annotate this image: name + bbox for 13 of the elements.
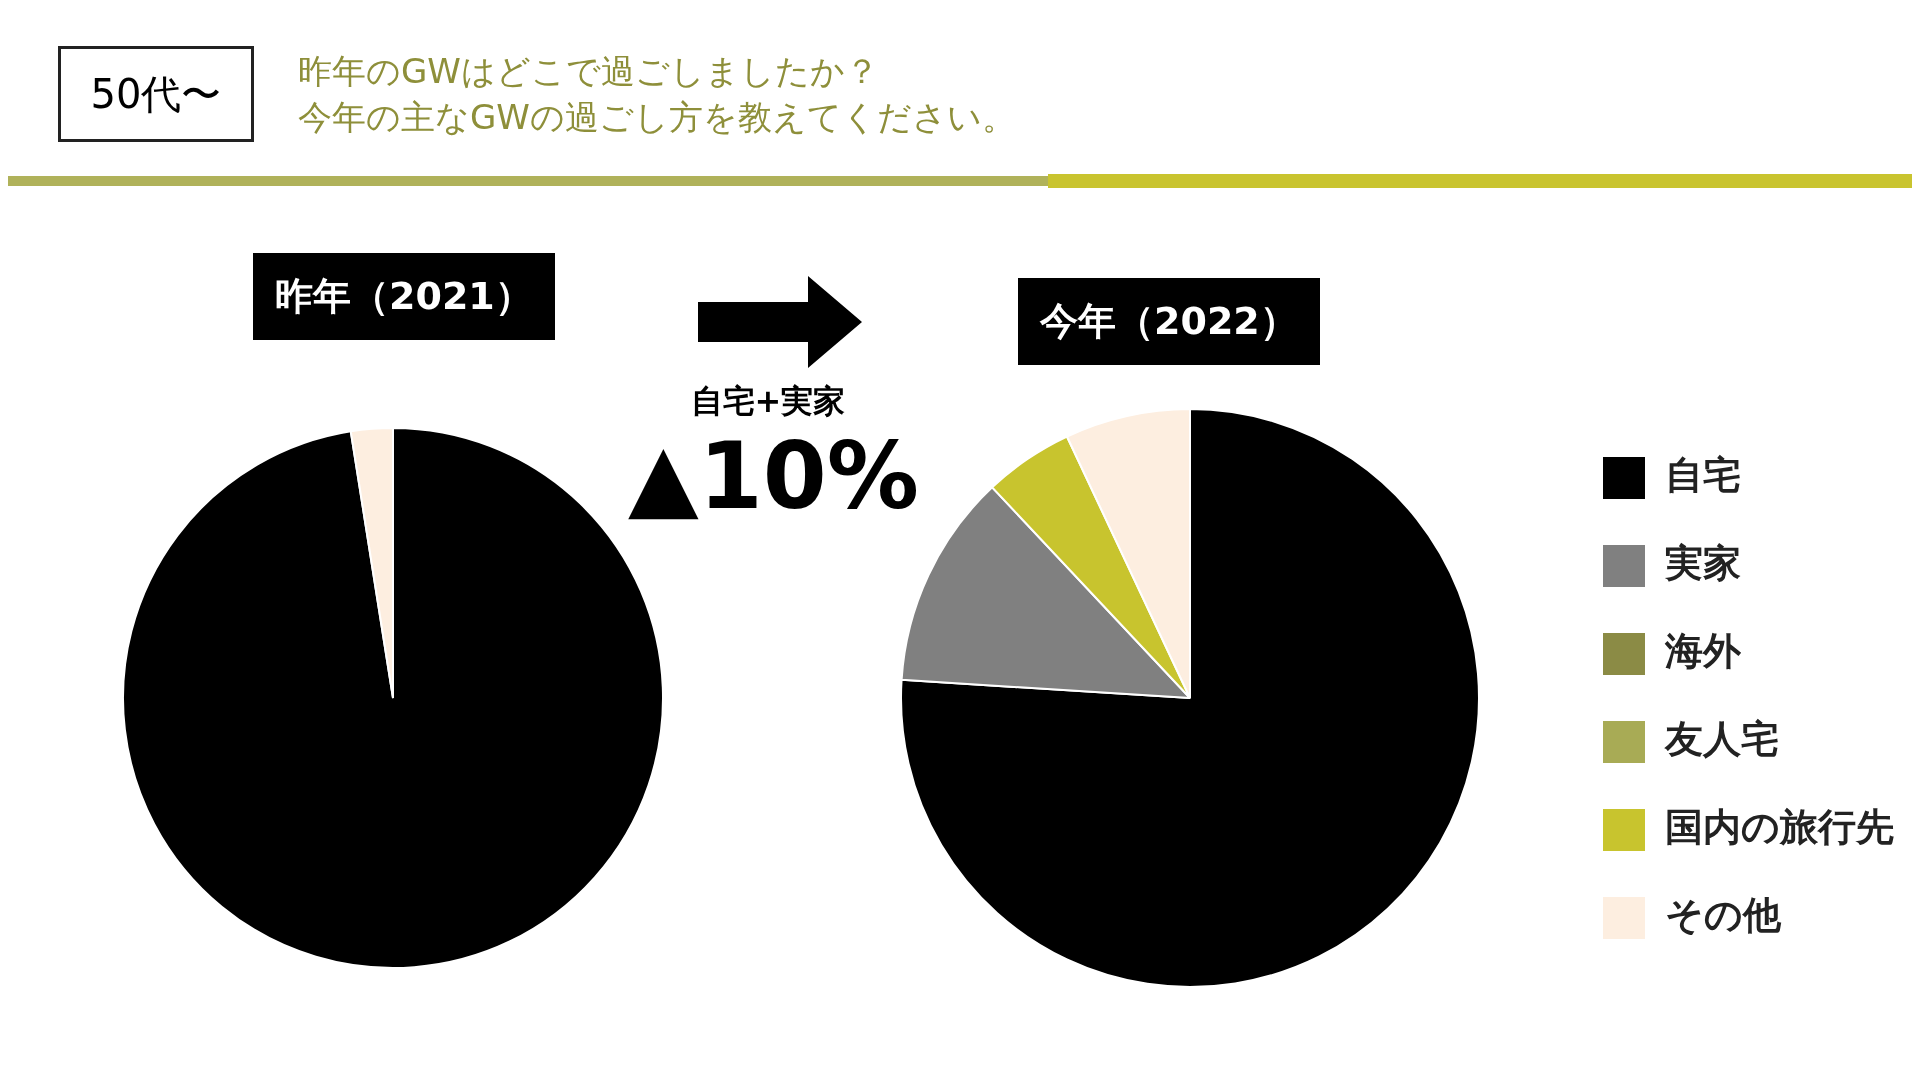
legend-label: 友人宅	[1664, 716, 1779, 761]
legend-label: 海外	[1664, 628, 1742, 673]
legend-label: 自宅	[1665, 452, 1741, 497]
text: 今年の主なGWの過ごし方を教えてください。	[298, 96, 1016, 139]
text: ▲10%	[628, 423, 919, 530]
text: 昨年のGWはどこで過ごしましたか？	[298, 50, 879, 93]
chart-title: 今年（2022）	[1018, 278, 1320, 365]
text: 50代〜	[58, 46, 254, 142]
legend-label: 実家	[1664, 540, 1741, 585]
legend-label: 国内の旅行先	[1665, 804, 1894, 849]
legend-label: その他	[1665, 892, 1782, 937]
text: 自宅+実家	[689, 381, 847, 422]
chart-title: 昨年（2021）	[253, 253, 555, 340]
